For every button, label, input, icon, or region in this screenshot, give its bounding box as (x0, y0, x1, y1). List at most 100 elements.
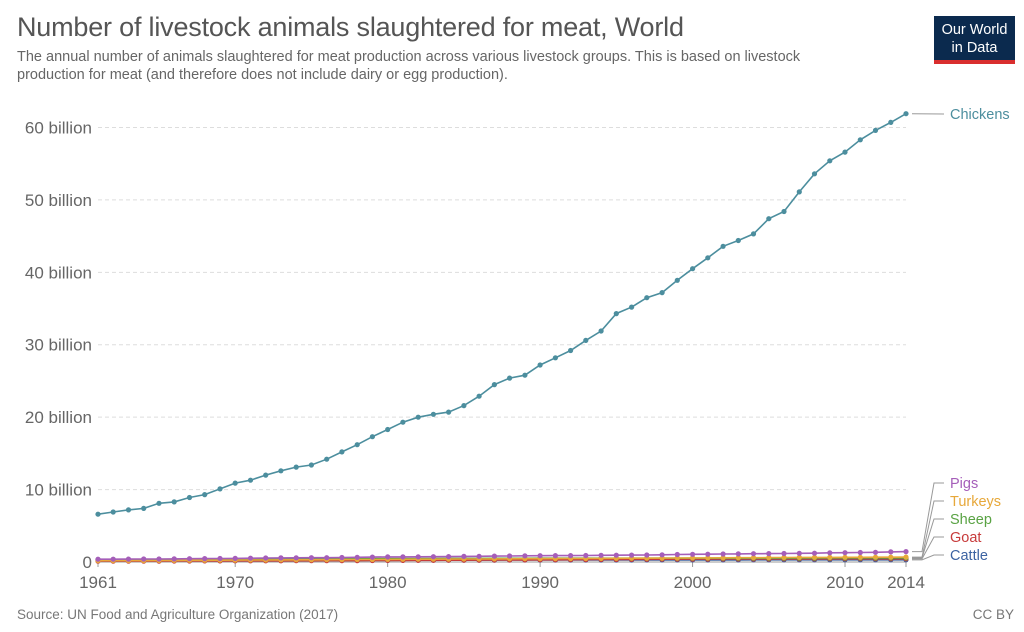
data-point-pigs (232, 555, 238, 562)
data-point-chickens (720, 243, 726, 249)
data-point-chickens (644, 295, 650, 301)
data-point-pigs (796, 550, 802, 556)
x-tick-label: 1990 (521, 573, 559, 592)
data-point-chickens (613, 311, 619, 317)
legend-leader-line (912, 482, 944, 553)
data-point-turkeys (857, 554, 863, 560)
data-point-pigs (674, 551, 680, 558)
data-point-turkeys (750, 555, 757, 561)
data-point-pigs (110, 556, 116, 562)
data-point-turkeys (781, 554, 787, 561)
data-point-turkeys (766, 555, 772, 561)
data-point-pigs (446, 554, 452, 560)
data-point-chickens (293, 464, 299, 470)
data-point-chickens (476, 393, 482, 399)
data-point-pigs (781, 550, 787, 557)
data-point-chickens (186, 494, 193, 501)
x-tick-label: 1970 (216, 573, 254, 592)
data-point-pigs (613, 552, 619, 558)
data-point-chickens (217, 486, 223, 492)
data-point-pigs (476, 553, 482, 559)
data-point-chickens (811, 171, 818, 177)
y-tick-label: 20 billion (25, 408, 92, 427)
data-point-pigs (872, 549, 879, 555)
data-point-pigs (583, 552, 589, 559)
data-point-chickens (110, 509, 116, 515)
data-point-chickens (674, 277, 680, 283)
data-point-pigs (400, 554, 406, 560)
data-point-chickens (263, 472, 269, 478)
data-point-chickens (507, 375, 513, 381)
data-point-chickens (369, 434, 375, 440)
data-point-chickens (735, 237, 741, 244)
data-point-chickens (659, 290, 665, 296)
owid-logo[interactable]: Our World in Data (934, 16, 1015, 64)
data-point-chickens (522, 372, 528, 378)
data-point-turkeys (796, 554, 802, 561)
data-point-pigs (324, 555, 330, 561)
x-tick-label: 2000 (674, 573, 712, 592)
data-point-chickens (324, 456, 330, 462)
data-point-chickens (278, 468, 284, 474)
data-point-pigs (369, 554, 375, 560)
logo-line-1: Our World (941, 22, 1008, 38)
y-tick-label: 60 billion (25, 118, 92, 137)
data-point-pigs (95, 556, 101, 562)
line-chart: 0 10 billion 20 billion 30 billion 40 billio… (25, 107, 1010, 592)
chart-title: Number of livestock animals slaughtered … (17, 12, 684, 42)
data-point-turkeys (903, 554, 909, 560)
data-point-chickens (354, 442, 360, 448)
data-point-chickens (888, 119, 894, 125)
data-point-pigs (171, 556, 177, 562)
data-point-pigs (293, 555, 299, 561)
data-point-turkeys (735, 555, 741, 561)
data-point-pigs (430, 554, 436, 560)
data-point-chickens (552, 355, 559, 361)
data-point-chickens (339, 449, 345, 455)
data-point-pigs (202, 556, 208, 562)
data-point-chickens (415, 414, 421, 420)
data-point-chickens (872, 127, 879, 133)
data-point-chickens (400, 419, 406, 425)
legend-label-goat: Goat (950, 530, 981, 546)
data-point-turkeys (842, 554, 848, 560)
data-point-pigs (888, 549, 894, 555)
data-point-pigs (263, 555, 269, 561)
data-point-pigs (125, 556, 132, 562)
data-point-pigs (659, 552, 665, 558)
legend-label-chickens: Chickens (950, 107, 1010, 123)
data-point-pigs (461, 553, 467, 560)
data-point-chickens (385, 426, 391, 433)
data-point-chickens (690, 266, 696, 272)
data-point-chickens (141, 505, 147, 511)
data-point-chickens (842, 149, 848, 155)
logo-line-2: in Data (951, 40, 998, 56)
data-point-pigs (308, 555, 314, 561)
y-tick-label: 10 billion (25, 481, 92, 500)
data-point-pigs (705, 551, 711, 557)
data-point-pigs (735, 551, 741, 557)
data-point-chickens (95, 511, 101, 517)
y-tick-label: 0 (83, 553, 92, 572)
license-link[interactable]: CC BY (972, 607, 1014, 622)
legend-leader-line (912, 554, 944, 561)
data-point-chickens (491, 382, 497, 388)
data-point-turkeys (690, 555, 696, 561)
data-point-chickens (461, 403, 467, 409)
data-point-pigs (247, 555, 254, 561)
data-point-chickens (827, 158, 833, 164)
data-point-pigs (750, 551, 757, 557)
x-tick-label: 1980 (369, 573, 407, 592)
data-point-pigs (827, 550, 833, 556)
data-point-pigs (354, 554, 360, 560)
data-point-turkeys (872, 554, 879, 560)
data-point-turkeys (888, 554, 894, 560)
source-note: Source: UN Food and Agriculture Organiza… (17, 607, 339, 622)
data-point-turkeys (811, 554, 818, 561)
data-point-pigs (278, 555, 284, 561)
data-point-pigs (507, 553, 513, 559)
data-point-chickens (568, 347, 574, 354)
data-point-turkeys (705, 555, 711, 561)
data-point-chickens (537, 362, 543, 368)
x-tick-label: 2010 (826, 573, 864, 592)
